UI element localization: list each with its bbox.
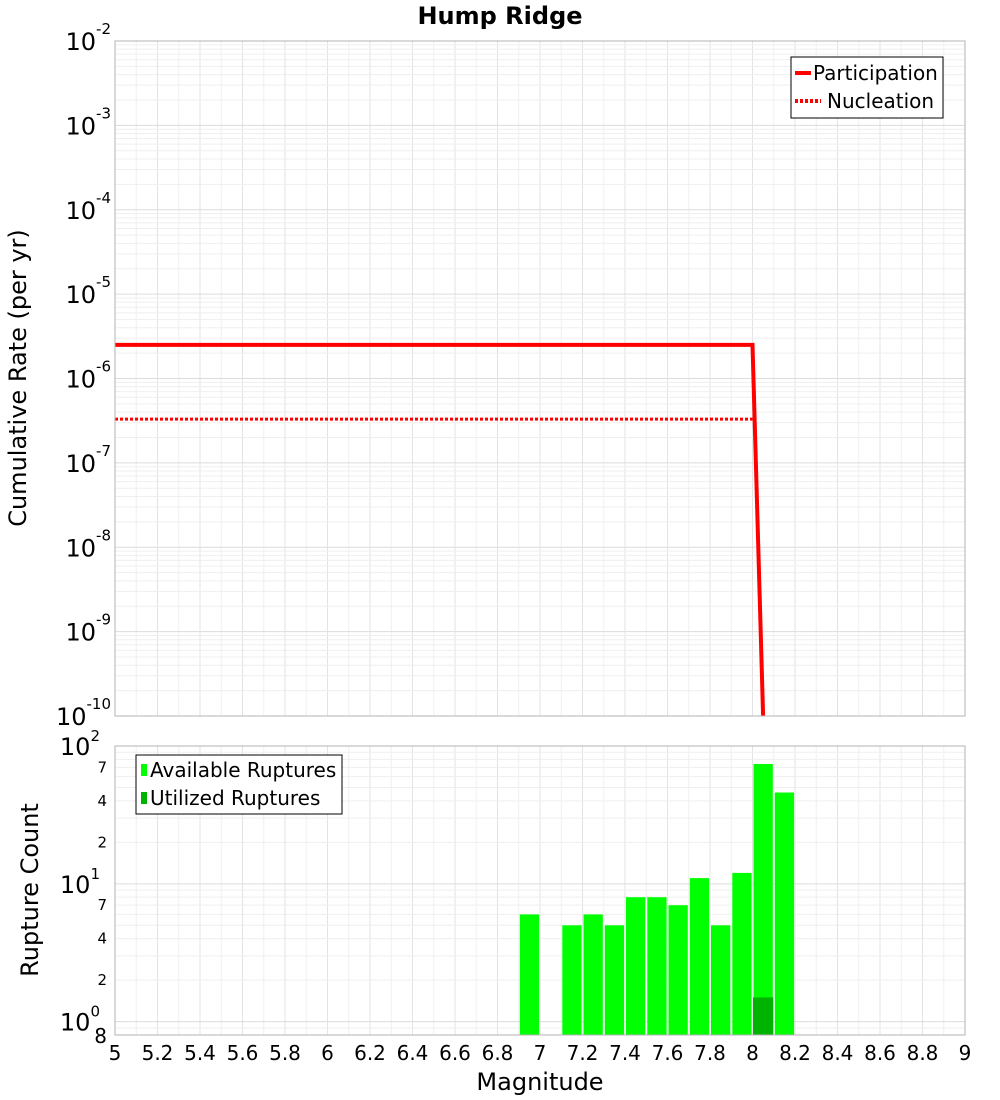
bottom-plot-border [114,745,966,1036]
x-tick-labels: 5 5.2 5.4 5.6 5.8 6 6.2 6.4 6.6 6.8 7 7.2 7.4 7.6 7.8 8… [109,1041,972,1065]
bottom-y-minor-tick-label: 7 [97,896,107,914]
bottom-y-major-tick-label: 101 [60,865,100,899]
top-y-axis-label: Cumulative Rate (per yr) [4,229,32,527]
legend-nucleation-label: Nucleation [827,89,934,113]
legend-utilized-label: Utilized Ruptures [150,786,320,810]
x-tick-label: 6 [321,1041,334,1065]
bottom-y-minor-tick-label: 2 [97,833,107,851]
x-tick-label: 7.4 [609,1041,641,1065]
bottom-y-axis-label: Rupture Count [16,803,44,977]
participation-line [115,342,766,717]
legend-participation-label: Participation [813,61,938,85]
top-y-tick-label: 10-3 [65,104,111,140]
bottom-y-minor-tick-label: 7 [97,758,107,776]
x-tick-label: 7.6 [652,1041,684,1065]
legend-utilized-swatch [141,792,147,804]
bottom-legend: Available Ruptures Utilized Ruptures [135,754,343,815]
available-ruptures-bar [753,764,773,1035]
bottom-y-tick-labels: 100 101 102 8 2 4 7 2 4 7 [60,727,107,1048]
x-tick-label: 6.8 [482,1041,514,1065]
available-ruptures-bar [711,925,731,1035]
x-tick-label: 5.6 [227,1041,259,1065]
bottom-y-minor-tick-label: 8 [94,1024,107,1048]
top-y-tick-label: 10-2 [65,20,111,56]
available-ruptures-bar [583,914,603,1035]
available-ruptures-bar [689,878,710,1035]
top-legend: Participation Nucleation [790,56,944,119]
available-ruptures-bar [519,914,540,1035]
bottom-y-major-tick-label: 102 [60,727,100,761]
x-tick-label: 5.2 [142,1041,174,1065]
top-plot-border [114,40,966,717]
top-y-tick-labels: 10-10 10-9 10-8 10-7 10-6 10-5 10-4 10-3 10-2 [56,20,111,731]
x-axis-label: Magnitude [476,1068,603,1096]
bottom-grid [115,746,965,1035]
top-y-tick-label: 10-6 [65,358,111,394]
x-tick-label: 6.6 [439,1041,471,1065]
available-ruptures-bar [626,897,646,1035]
available-ruptures-bar [774,792,795,1035]
bottom-y-minor-tick-label: 2 [97,971,107,989]
top-y-tick-label: 10-7 [65,442,111,478]
legend-available-swatch [141,764,147,776]
legend-available-label: Available Ruptures [150,758,336,782]
available-ruptures-bar [732,872,752,1035]
x-tick-label: 7.2 [567,1041,599,1065]
bottom-y-major-tick-label: 100 [60,1003,100,1037]
top-y-tick-label: 10-4 [65,189,111,225]
utilized-ruptures-bar [753,997,774,1035]
x-tick-label: 5.8 [269,1041,301,1065]
bottom-bars [519,764,795,1035]
available-ruptures-bar [562,925,582,1035]
available-ruptures-bar [604,925,625,1035]
top-series [115,342,766,717]
top-plot: 10-10 10-9 10-8 10-7 10-6 10-5 10-4 10-3 10-2 Cu… [4,20,966,731]
top-y-tick-label: 10-5 [65,273,111,309]
chart-title: Hump Ridge [417,2,582,30]
bottom-y-minor-tick-label: 4 [97,792,107,810]
bottom-y-minor-tick-label: 4 [97,930,107,948]
top-y-tick-label: 10-8 [65,526,111,562]
top-y-tick-label: 10-9 [65,611,111,647]
top-legend-box [790,56,944,119]
x-tick-label: 5 [109,1041,122,1065]
x-tick-label: 8.2 [779,1041,811,1065]
x-tick-label: 9 [959,1041,972,1065]
x-tick-label: 6.2 [354,1041,386,1065]
x-tick-label: 7.8 [694,1041,726,1065]
available-ruptures-bar [647,897,667,1035]
x-tick-label: 8.4 [822,1041,854,1065]
bottom-legend-box [135,754,343,815]
x-tick-label: 8.6 [864,1041,896,1065]
x-tick-label: 6.4 [397,1041,429,1065]
top-y-tick-label: 10-10 [56,695,111,731]
available-ruptures-bar [668,905,688,1035]
top-grid [115,41,965,716]
x-tick-label: 8.8 [907,1041,939,1065]
bottom-plot: 100 101 102 8 2 4 7 2 4 7 5 5.2 5.4 5.6 5.8 6 6.2 6.4 6.6… [16,727,971,1096]
x-tick-label: 5.4 [184,1041,216,1065]
x-tick-label: 7 [534,1041,547,1065]
x-tick-label: 8 [746,1041,759,1065]
